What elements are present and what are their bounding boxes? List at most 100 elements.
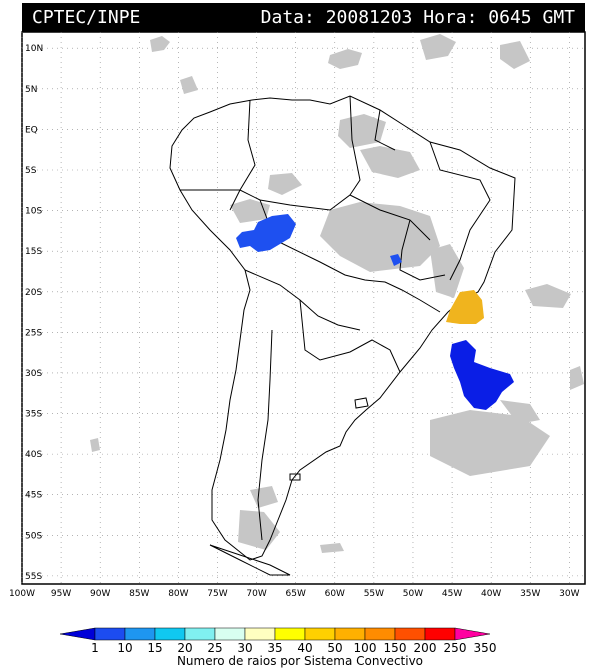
- time-zone: GMT: [542, 7, 575, 28]
- date-value: 20081203: [325, 7, 413, 28]
- cloud-patch: [500, 41, 530, 69]
- lat-tick-label: 10N: [25, 44, 43, 54]
- lat-tick-label: 10S: [25, 207, 42, 217]
- colorbar-tick-label: 40: [297, 641, 312, 655]
- colorbar-box: [334, 627, 366, 641]
- cloud-patch: [525, 284, 571, 308]
- colorbar-labels: 1 10 15 20 25 30 35 40 50 100 150 200 250 350: [91, 641, 496, 655]
- map-svg: 10N5NEQ5S10S15S20S25S30S35S40S45S50S55S …: [9, 31, 586, 599]
- lon-tick-label: 90W: [90, 589, 110, 599]
- lightning-cluster-blue: [390, 254, 402, 266]
- lightning-cluster-dark-blue: [450, 340, 514, 410]
- country-border: [244, 269, 361, 331]
- colorbar-tick-label: 20: [177, 641, 192, 655]
- lon-tick-label: 35W: [520, 589, 540, 599]
- coastline: [169, 95, 516, 576]
- cloud-patch: [180, 76, 198, 94]
- cloud-patch: [430, 410, 550, 476]
- cloud-patch: [420, 34, 456, 60]
- datetime-label: Data: 20081203 Hora: 0645 GMT: [261, 3, 575, 32]
- island: [354, 397, 369, 409]
- cloud-patch: [90, 438, 100, 452]
- cloud-patch: [338, 114, 386, 148]
- lat-tick-label: 5N: [25, 85, 37, 95]
- country-border: [229, 99, 256, 211]
- lat-tick-label: 5S: [25, 166, 37, 176]
- country-border: [429, 141, 491, 281]
- cloud-patch: [570, 366, 584, 390]
- colorbar-title: Numero de raios por Sistema Convectivo: [177, 654, 423, 668]
- cloud-patch: [230, 199, 270, 223]
- cloud-patch: [150, 36, 170, 52]
- map-border: [21, 31, 586, 585]
- lat-tick-label: 45S: [25, 491, 42, 501]
- colorbar-tick-label: 25: [207, 641, 222, 655]
- colorbar-boxes: [59, 627, 491, 641]
- colorbar-box: [214, 627, 246, 641]
- island: [289, 473, 301, 481]
- country-border: [180, 189, 431, 241]
- colorbar-tick-label: 15: [147, 641, 162, 655]
- cloud-patch: [328, 49, 362, 69]
- colorbar-box: [274, 627, 306, 641]
- colorbar-tick-label: 150: [384, 641, 407, 655]
- colorbar-tick-label: 100: [354, 641, 377, 655]
- country-border: [259, 199, 441, 313]
- lat-tick-label: 50S: [25, 531, 42, 541]
- lat-tick-label: 20S: [25, 288, 42, 298]
- island: [209, 544, 291, 576]
- lightning-cluster-orange: [446, 290, 484, 324]
- cloud-patch: [268, 173, 302, 195]
- latitude-labels: 10N 5N EQ 5S 10S 15S 20S 25S 30S 35S 40S 45S 50S 55S: [25, 44, 43, 582]
- cloud-patch: [320, 543, 344, 553]
- lon-tick-label: 85W: [129, 589, 149, 599]
- lat-tick-label: 15S: [25, 247, 42, 257]
- lat-tick-label: 25S: [25, 328, 42, 338]
- colorbar-tick-label: 200: [414, 641, 437, 655]
- longitude-labels: 100W 95W 90W 85W 80W 75W 70W 65W 60W 55W 50W 45W 40W…: [9, 589, 580, 599]
- lat-tick-label: EQ: [25, 125, 38, 135]
- cloud-patch: [250, 486, 278, 508]
- lat-tick-label: 55S: [25, 572, 42, 582]
- lon-tick-label: 75W: [207, 589, 227, 599]
- colorbar-tick-label: 1: [91, 641, 99, 655]
- country-border: [257, 329, 273, 541]
- colorbar-tick-label: 30: [237, 641, 252, 655]
- source-label: CPTEC/INPE: [32, 7, 141, 28]
- colorbar-box: [184, 627, 216, 641]
- colorbar-tick-label: 350: [474, 641, 497, 655]
- country-border: [349, 95, 361, 196]
- colorbar-box: [244, 627, 276, 641]
- lat-tick-label: 40S: [25, 450, 42, 460]
- cloud-patch: [360, 146, 420, 178]
- colorbar-box: [124, 627, 156, 641]
- lon-tick-label: 100W: [9, 589, 35, 599]
- continent-outline: [169, 95, 516, 561]
- lat-tick-label: 35S: [25, 410, 42, 420]
- cloud-patch: [430, 244, 464, 298]
- colorbar-box: [424, 627, 456, 641]
- time-label: Hora:: [423, 7, 478, 28]
- time-value: 0645: [488, 7, 532, 28]
- lon-tick-label: 30W: [559, 589, 579, 599]
- lon-tick-label: 55W: [364, 589, 384, 599]
- colorbar-box: [394, 627, 426, 641]
- colorbar-arrow-left: [59, 627, 96, 641]
- colorbar-box: [304, 627, 336, 641]
- lightning-cluster-blue: [236, 214, 296, 252]
- country-border: [299, 299, 401, 373]
- lon-tick-label: 65W: [286, 589, 306, 599]
- lon-tick-label: 45W: [442, 589, 462, 599]
- country-border: [399, 219, 446, 281]
- lat-tick-label: 30S: [25, 369, 42, 379]
- colorbar-tick-label: 35: [267, 641, 282, 655]
- lon-tick-label: 70W: [246, 589, 266, 599]
- lon-tick-label: 50W: [403, 589, 423, 599]
- title-bar: CPTEC/INPE Data: 20081203 Hora: 0645 GMT: [22, 3, 585, 32]
- colorbar-box: [154, 627, 186, 641]
- date-label: Data:: [260, 7, 315, 28]
- colorbar-tick-label: 10: [117, 641, 132, 655]
- colorbar-tick-label: 50: [327, 641, 342, 655]
- colorbar: 1 10 15 20 25 30 35 40 50 100 150 200 250 350 Numero …: [59, 627, 496, 668]
- lon-tick-label: 95W: [51, 589, 71, 599]
